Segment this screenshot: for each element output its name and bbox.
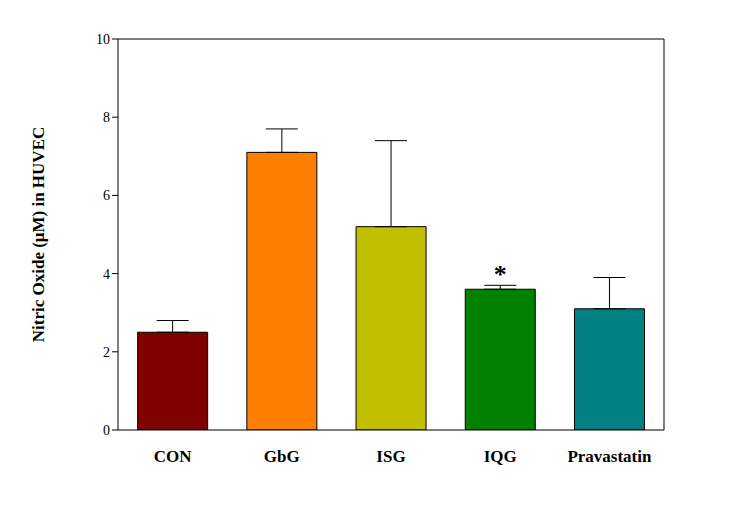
svg-text:2: 2	[103, 345, 110, 360]
svg-text:GbG: GbG	[264, 447, 300, 466]
svg-text:CON: CON	[154, 447, 193, 466]
svg-text:8: 8	[103, 110, 110, 125]
svg-text:4: 4	[103, 267, 110, 282]
svg-text:IQG: IQG	[484, 447, 517, 466]
svg-text:Pravastatin: Pravastatin	[567, 447, 652, 466]
svg-text:Nitric Oxide (μM) in HUVEC: Nitric Oxide (μM) in HUVEC	[29, 127, 48, 343]
svg-text:*: *	[494, 260, 507, 289]
svg-text:ISG: ISG	[376, 447, 405, 466]
svg-text:10: 10	[96, 32, 110, 47]
svg-text:0: 0	[103, 423, 110, 438]
svg-text:6: 6	[103, 188, 110, 203]
